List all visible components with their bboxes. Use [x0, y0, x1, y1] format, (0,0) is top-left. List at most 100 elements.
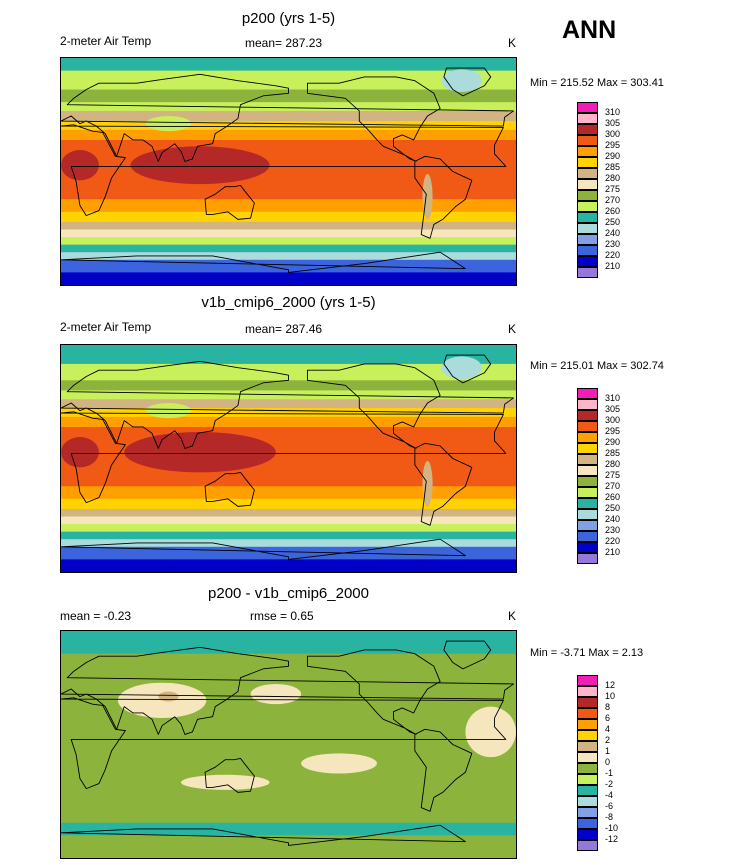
band--46	[61, 516, 516, 525]
field-feature-3	[441, 356, 482, 380]
coastline-africa	[61, 411, 507, 504]
colorbar-label: 230	[605, 525, 621, 535]
panel-2-units: K	[508, 322, 517, 336]
field-feature-5	[250, 683, 302, 705]
panel-2-mean: mean= 287.46	[245, 322, 323, 336]
colorbar-swatch	[577, 168, 598, 179]
coastline-australia	[204, 757, 255, 793]
colorbar-swatch	[577, 113, 598, 124]
field-feature-3	[441, 69, 482, 93]
field-feature-2	[145, 403, 192, 419]
colorbar-label: 250	[605, 503, 621, 513]
colorbar-label: 240	[605, 228, 621, 238]
panel-1-minmax: Min = 215.52 Max = 303.41	[530, 77, 664, 89]
band-55	[61, 102, 516, 112]
colorbar-label: 210	[605, 547, 621, 557]
panel-3-map	[60, 630, 517, 859]
colorbar-label: 6	[605, 713, 611, 723]
colorbar-label: 290	[605, 437, 621, 447]
field-feature-1	[158, 691, 179, 702]
colorbar-swatch	[577, 245, 598, 256]
band--52	[61, 524, 516, 533]
band--72	[61, 835, 516, 858]
panel-1-units: K	[508, 36, 517, 50]
band--80	[61, 272, 516, 285]
colorbar-label: 260	[605, 492, 621, 502]
colorbar-swatch	[577, 708, 598, 719]
colorbar-swatch	[577, 818, 598, 829]
colorbar-swatch	[577, 796, 598, 807]
colorbar-swatch	[577, 223, 598, 234]
band--32	[61, 211, 516, 223]
colorbar-label: 210	[605, 261, 621, 271]
colorbar-swatch	[577, 234, 598, 245]
coastline-africa	[61, 697, 507, 790]
colorbar-label: 310	[605, 393, 621, 403]
colorbar-label: 1	[605, 746, 611, 756]
band-40	[61, 408, 516, 418]
colorbar-swatch	[577, 531, 598, 542]
panel-1-map-svg	[61, 58, 516, 285]
colorbar-swatch	[577, 476, 598, 487]
field-feature-0	[124, 432, 276, 473]
season-label: ANN	[562, 16, 617, 44]
field-feature-3	[465, 706, 516, 758]
band--22	[61, 486, 516, 500]
colorbar-label: 280	[605, 173, 621, 183]
colorbar-label: 275	[605, 470, 621, 480]
colorbar-label: -2	[605, 779, 614, 789]
colorbar-swatch	[577, 553, 598, 564]
colorbar-label: 310	[605, 107, 621, 117]
panel-1-title: p200 (yrs 1-5)	[241, 10, 336, 27]
coastline-antarctica	[61, 538, 466, 560]
band--58	[61, 531, 516, 540]
colorbar-label: 285	[605, 162, 621, 172]
colorbar-label: 12	[605, 680, 616, 690]
band-40	[61, 121, 516, 131]
colorbar-swatch	[577, 675, 598, 686]
colorbar-label: 250	[605, 217, 621, 227]
panel-3-mean: mean = -0.23	[60, 609, 132, 623]
panel-2-map	[60, 344, 517, 573]
colorbar-label: 4	[605, 724, 611, 734]
field-feature-2	[301, 753, 377, 774]
band--40	[61, 508, 516, 518]
coastline-greenland	[443, 354, 492, 384]
coastline-greenland	[443, 640, 492, 670]
band-62	[61, 380, 516, 391]
panel-3-map-svg	[61, 631, 516, 858]
coastline-south-america	[414, 155, 473, 239]
coastline-north-america	[306, 363, 441, 449]
coastline-antarctica	[61, 824, 466, 846]
field-feature-1	[61, 437, 99, 468]
colorbar-swatch	[577, 697, 598, 708]
colorbar-swatch	[577, 267, 598, 278]
band-33	[61, 129, 516, 141]
panel-3-rmse: rmse = 0.65	[250, 609, 314, 623]
colorbar-swatch	[577, 443, 598, 454]
colorbar-label: -8	[605, 812, 614, 822]
band-48	[61, 110, 516, 122]
coastline-south-america	[414, 442, 473, 526]
colorbar-label: -1	[605, 768, 614, 778]
colorbar-label: 260	[605, 206, 621, 216]
colorbar-label: 290	[605, 151, 621, 161]
coastline-europe-asia	[61, 646, 514, 735]
band--70	[61, 546, 516, 560]
coastline-antarctica	[61, 251, 466, 273]
colorbar-label: -6	[605, 801, 614, 811]
coastline-south-america	[414, 728, 473, 812]
field-feature-1	[61, 150, 99, 181]
panel-2-minmax: Min = 215.01 Max = 302.74	[530, 360, 664, 372]
colorbar-label: 240	[605, 514, 621, 524]
colorbar-label: 8	[605, 702, 611, 712]
colorbar-swatch	[577, 840, 598, 851]
colorbar-label: 220	[605, 250, 621, 260]
band-90	[61, 631, 516, 655]
panel-3-title: p200 - v1b_cmip6_2000	[208, 585, 369, 602]
colorbar-swatch	[577, 146, 598, 157]
colorbar-label: 285	[605, 448, 621, 458]
band--22	[61, 199, 516, 213]
colorbar-label: 10	[605, 691, 616, 701]
band-25	[61, 139, 516, 200]
